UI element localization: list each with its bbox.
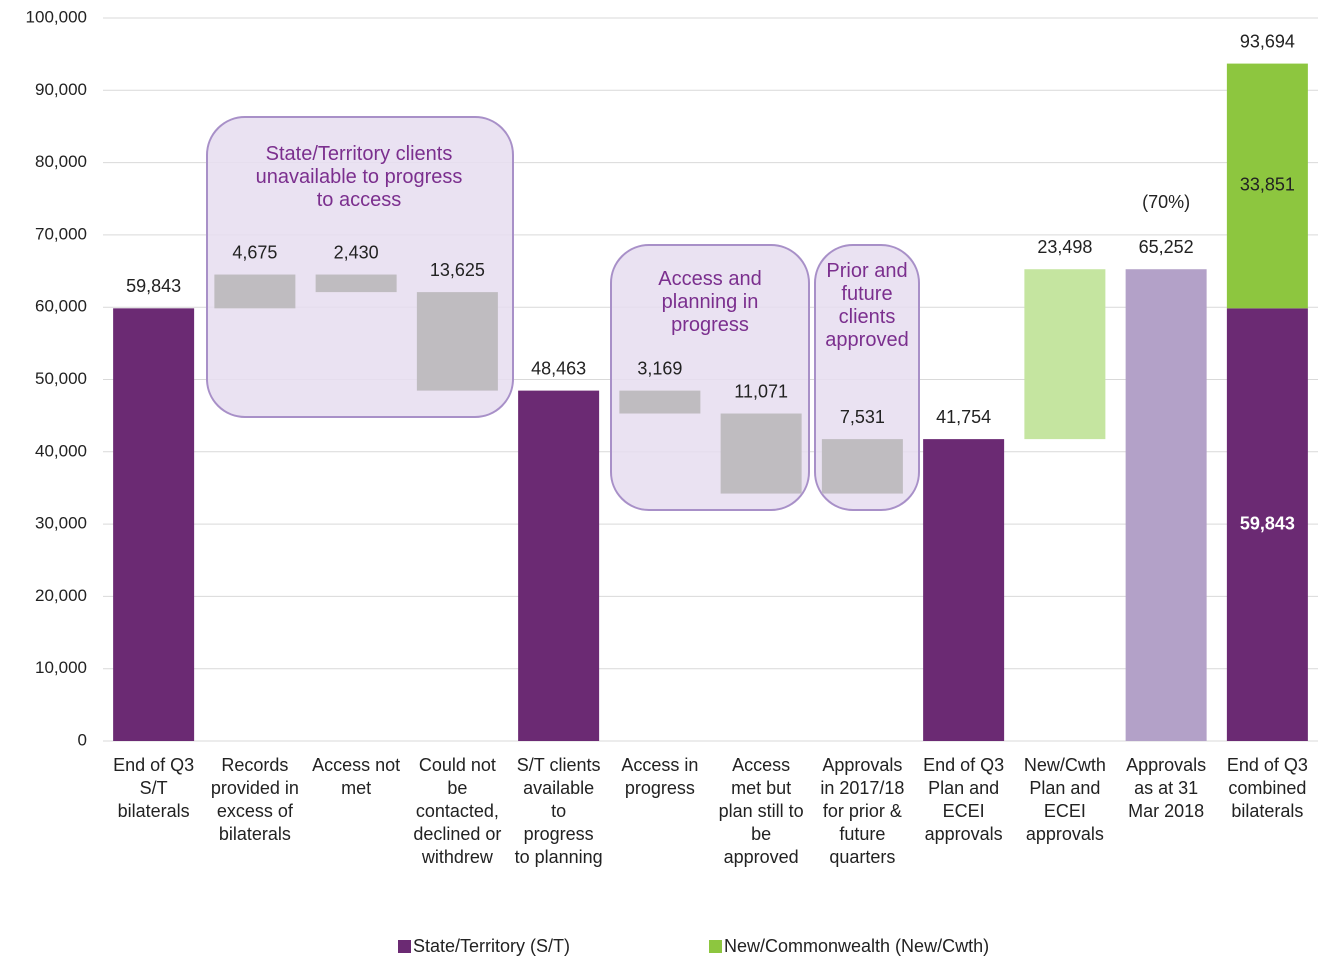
x-tick-label: End of Q3 combined bilaterals xyxy=(1227,755,1308,821)
bar xyxy=(619,390,701,414)
y-tick-label: 70,000 xyxy=(35,224,87,243)
bar xyxy=(923,439,1005,741)
stack-segment xyxy=(1226,63,1308,309)
bar xyxy=(113,308,195,741)
y-tick-label: 60,000 xyxy=(35,297,87,316)
legend-swatch xyxy=(709,940,722,953)
value-label: 11,071 xyxy=(734,381,788,401)
bar xyxy=(315,274,397,293)
annotation: (70%) xyxy=(1142,192,1190,212)
value-label: 59,843 xyxy=(126,276,181,296)
total-label: 93,694 xyxy=(1240,31,1295,51)
x-tick-label: Approvals in 2017/18 for prior & future quar… xyxy=(820,755,904,867)
y-tick-label: 20,000 xyxy=(35,586,87,605)
x-tick-label: Records provided in excess of bilaterals xyxy=(211,755,299,844)
value-label: 23,498 xyxy=(1037,237,1092,257)
x-tick-label: Could not be contacted, declined or withdrew xyxy=(413,755,501,867)
x-tick-label: New/Cwth Plan and ECEI approvals xyxy=(1024,755,1106,844)
x-tick-label: S/T clients available to progress to plannin… xyxy=(515,755,603,867)
y-tick-label: 0 xyxy=(78,730,87,749)
value-label: 41,754 xyxy=(936,407,991,427)
legend-label: State/Territory (S/T) xyxy=(413,936,570,956)
bar xyxy=(821,439,903,494)
bar xyxy=(416,292,498,391)
bar xyxy=(518,390,600,741)
value-label: 3,169 xyxy=(637,358,682,378)
y-tick-label: 80,000 xyxy=(35,152,87,171)
bar xyxy=(1125,269,1207,741)
value-label: 13,625 xyxy=(430,260,485,280)
stack-segment xyxy=(1226,308,1308,741)
y-tick-label: 50,000 xyxy=(35,369,87,388)
value-label: 2,430 xyxy=(334,242,379,262)
x-tick-label: Approvals as at 31 Mar 2018 xyxy=(1126,755,1206,821)
legend-label: New/Commonwealth (New/Cwth) xyxy=(724,936,989,956)
annotation: Access and planning in progress xyxy=(658,268,761,336)
x-tick-label: End of Q3 S/T bilaterals xyxy=(113,755,194,821)
legend-swatch xyxy=(398,940,411,953)
x-tick-label: Access in progress xyxy=(621,755,698,798)
value-label: 48,463 xyxy=(531,358,586,378)
x-tick-label: Access not met xyxy=(312,755,400,798)
value-label: 4,675 xyxy=(232,242,277,262)
segment-label: 59,843 xyxy=(1240,513,1295,533)
segment-label: 33,851 xyxy=(1240,175,1295,195)
annotation: Prior and future clients approved xyxy=(825,260,908,351)
y-tick-label: 90,000 xyxy=(35,80,87,99)
y-tick-label: 100,000 xyxy=(26,7,87,26)
x-tick-label: End of Q3 Plan and ECEI approvals xyxy=(923,755,1004,844)
y-tick-label: 30,000 xyxy=(35,514,87,533)
value-label: 65,252 xyxy=(1139,237,1194,257)
y-tick-label: 40,000 xyxy=(35,441,87,460)
bar xyxy=(720,413,802,494)
x-tick-label: Access met but plan still to be approved xyxy=(719,755,804,867)
bar xyxy=(1024,269,1106,440)
annotation: State/Territory clients unavailable to pr… xyxy=(256,143,463,211)
y-tick-label: 10,000 xyxy=(35,658,87,677)
bar xyxy=(214,274,296,309)
value-label: 7,531 xyxy=(840,407,885,427)
